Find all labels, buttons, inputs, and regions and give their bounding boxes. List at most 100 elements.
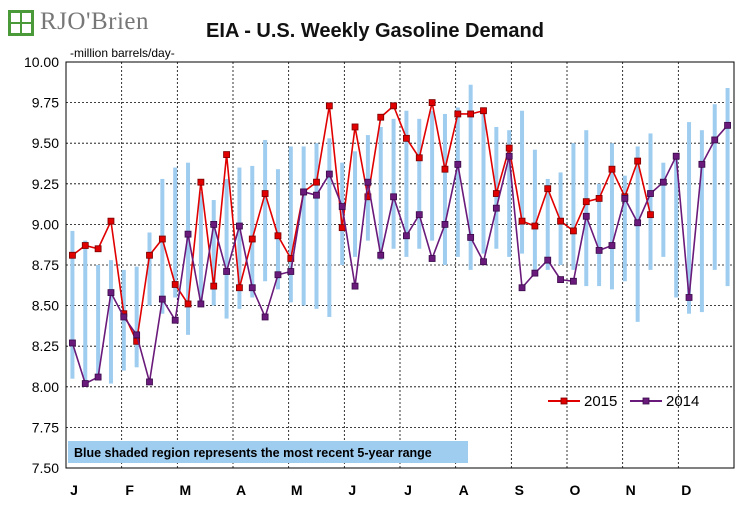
point-2014 [146, 378, 153, 386]
point-2015 [467, 110, 475, 118]
range-bar [712, 104, 717, 270]
range-bar [597, 183, 602, 287]
point-2015 [107, 217, 115, 225]
point-2014 [454, 160, 462, 168]
range-bar [725, 87, 730, 287]
range-bar [481, 107, 486, 254]
legend: 2015 2014 [548, 393, 699, 410]
point-2014 [158, 295, 166, 303]
point-2015 [133, 337, 141, 345]
x-tick-label: A [236, 482, 246, 498]
range-bar [391, 118, 396, 249]
point-2014 [621, 195, 629, 202]
point-2014 [647, 190, 654, 197]
point-2014 [184, 230, 192, 238]
point-2015 [236, 284, 243, 292]
range-bar [173, 167, 178, 298]
legend-label-2015: 2015 [584, 393, 617, 410]
x-tick-label: D [681, 482, 691, 498]
range-note-text: Blue shaded region represents the most r… [74, 446, 432, 460]
point-2014 [441, 220, 449, 228]
range-bar [442, 113, 447, 265]
point-2014 [390, 193, 397, 201]
range-bar [622, 175, 627, 282]
five-year-range-bars [70, 84, 730, 387]
range-bar [404, 110, 409, 257]
y-tick-label: 10.00 [24, 54, 59, 70]
y-axis-ticks: 10.00 9.75 9.50 9.25 9.00 8.75 8.50 8.25 8.00 7.7… [24, 54, 59, 476]
range-bar [186, 162, 191, 335]
point-2014 [133, 331, 141, 339]
point-2015 [81, 242, 89, 249]
range-bar [609, 143, 614, 290]
x-tick-label: O [570, 482, 581, 498]
point-2014 [377, 251, 385, 259]
point-2015 [531, 222, 539, 230]
series-2014 [69, 121, 731, 387]
range-bar [263, 139, 268, 282]
point-2014 [415, 211, 423, 219]
point-2014 [223, 268, 230, 275]
point-2014 [595, 246, 603, 254]
point-2014 [81, 380, 89, 387]
y-tick-label: 8.25 [32, 338, 59, 354]
range-bar [674, 159, 679, 298]
range-bar [250, 165, 255, 298]
x-tick-label: F [125, 482, 134, 498]
logo-wordmark: RJO'Brien [40, 8, 150, 35]
y-tick-label: 9.25 [32, 176, 59, 192]
x-tick-label: A [459, 482, 469, 498]
point-2014 [685, 294, 693, 301]
point-2015 [582, 198, 590, 206]
range-bar [275, 169, 280, 290]
point-2014 [608, 242, 616, 249]
point-2014 [544, 256, 552, 264]
point-2014 [325, 170, 333, 178]
range-bar [83, 240, 88, 387]
range-bar [699, 130, 704, 313]
point-2014 [711, 136, 719, 144]
range-bar [340, 162, 345, 265]
x-tick-label: S [515, 482, 524, 498]
point-2015 [557, 217, 564, 225]
point-2015 [518, 217, 526, 225]
point-2014 [236, 222, 243, 230]
point-2014 [69, 339, 76, 347]
range-note: Blue shaded region represents the most r… [68, 441, 468, 463]
range-bar [455, 107, 460, 257]
range-bar [314, 143, 319, 309]
point-2015 [197, 178, 205, 186]
range-bar [301, 146, 306, 306]
point-2014 [338, 203, 346, 210]
point-2014 [570, 277, 577, 285]
range-bar [70, 230, 75, 379]
point-2015 [184, 300, 192, 308]
point-2015 [454, 110, 462, 118]
y-axis-label: -million barrels/day- [70, 46, 175, 60]
point-2014 [428, 255, 436, 262]
point-2015 [415, 154, 423, 162]
point-2014 [659, 178, 667, 186]
x-tick-label: J [348, 482, 356, 498]
x-tick-label: J [404, 482, 412, 498]
plot-frame [65, 61, 735, 469]
range-bar [417, 118, 422, 249]
point-2015 [351, 123, 359, 131]
y-tick-label: 7.75 [32, 419, 59, 435]
x-tick-label: M [179, 482, 191, 498]
point-2014 [210, 220, 218, 228]
range-bar [353, 151, 358, 257]
y-tick-label: 8.75 [32, 257, 59, 273]
range-bar [584, 130, 589, 287]
point-2014 [698, 160, 706, 168]
point-2015 [377, 113, 385, 121]
range-bar [687, 122, 692, 314]
point-2014 [364, 178, 372, 186]
range-bar [378, 126, 383, 261]
range-bar [211, 200, 216, 306]
point-2015 [505, 144, 513, 152]
point-2015 [287, 255, 295, 262]
point-2014 [300, 188, 308, 196]
range-bar [468, 84, 473, 270]
point-2015 [158, 235, 166, 243]
